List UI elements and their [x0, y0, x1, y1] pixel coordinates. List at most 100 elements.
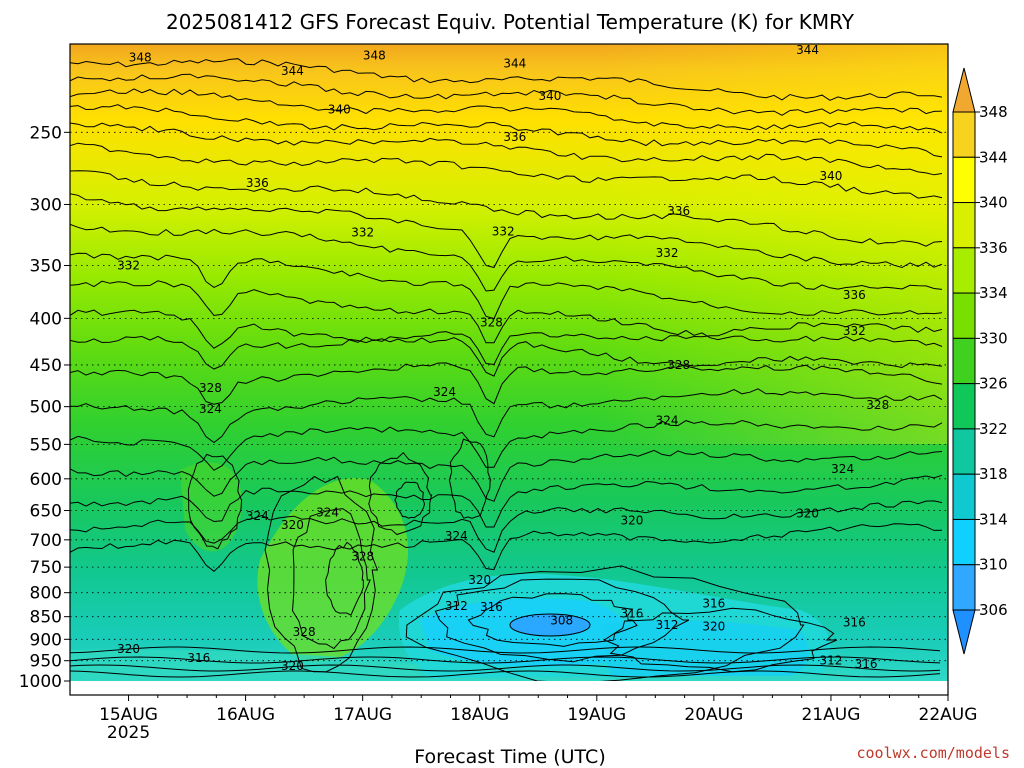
- contour-label-328: 328: [199, 381, 222, 395]
- surface-contour: [70, 670, 941, 678]
- y-tick-label-600: 600: [30, 470, 62, 490]
- contour-label-320: 320: [702, 619, 725, 633]
- contour-label-332: 332: [656, 246, 679, 260]
- surface-contour: [70, 664, 941, 672]
- contour-label-312: 312: [656, 618, 679, 632]
- contour-label-text: 320: [620, 514, 643, 528]
- contour-label-text: 324: [433, 385, 456, 399]
- contour-loop: [291, 508, 371, 650]
- contour-label-340: 340: [539, 89, 562, 103]
- contour-label-312: 312: [445, 599, 468, 613]
- contour-label-332: 332: [492, 224, 515, 238]
- contour-loop: [405, 565, 805, 681]
- pressure-gridlines: [70, 131, 948, 662]
- contour-label-text: 312: [819, 654, 842, 668]
- contour-line: [70, 449, 943, 502]
- colorbar-label-348: 348: [979, 103, 1008, 121]
- contour-line: [70, 500, 943, 553]
- contour-label-text: 340: [819, 169, 842, 183]
- y-tick-label-1000: 1000: [19, 672, 62, 692]
- contour-label-text: 320: [468, 573, 491, 587]
- contour-label-324: 324: [656, 414, 679, 428]
- contour-label-text: 328: [667, 358, 690, 372]
- contour-label-text: 344: [281, 64, 304, 78]
- contour-label-340: 340: [328, 103, 351, 117]
- colorbar-label-322: 322: [979, 420, 1008, 438]
- colorbar-segment: [952, 247, 976, 294]
- y-tick-label-700: 700: [30, 531, 62, 551]
- contour-line: [70, 193, 943, 269]
- contour-label-344: 344: [503, 56, 526, 70]
- x-axis: 15AUG 16AUG 17AUG 18AUG 19AUG 20AUG 21AUG 22AUG…: [99, 695, 977, 743]
- contour-loop: [467, 593, 638, 647]
- x-year-label: 2025: [107, 723, 150, 743]
- contour-line: [70, 104, 943, 158]
- terrain-band: [70, 681, 948, 695]
- y-tick-label-950: 950: [30, 652, 62, 672]
- contour-label-328: 328: [480, 315, 503, 329]
- contour-label-332: 332: [351, 225, 374, 239]
- chart-title: 2025081412 GFS Forecast Equiv. Potential…: [166, 10, 855, 34]
- contour-line: [70, 58, 943, 101]
- contour-label-text: 312: [445, 599, 468, 613]
- contour-line: [70, 419, 943, 471]
- colorbar-label-340: 340: [979, 194, 1008, 212]
- y-tick-label-350: 350: [30, 256, 62, 276]
- contour-label-316: 316: [702, 596, 725, 610]
- colorbar-segment: [952, 564, 976, 611]
- surface-contour: [70, 646, 941, 654]
- contour-label-text: 332: [351, 225, 374, 239]
- contour-label-text: 316: [620, 606, 643, 620]
- plot-area: 348 348 344 344 344 340 340 340 336 336 336 336 332 3…: [70, 43, 948, 695]
- contour-label-344: 344: [796, 43, 819, 57]
- x-tick-label-20aug: 20AUG: [684, 705, 743, 725]
- colorbar-label-334: 334: [979, 284, 1008, 302]
- contour-label-text: 348: [363, 49, 386, 63]
- contour-loop: [448, 438, 492, 519]
- contour-line: [70, 309, 943, 385]
- contour-label-text: 344: [796, 43, 819, 57]
- contour-loop: [325, 541, 364, 616]
- y-axis: 2503003504004505005506006507007508008509…: [19, 123, 70, 692]
- contour-line: [70, 252, 943, 320]
- colorbar-label-310: 310: [979, 556, 1008, 574]
- contour-label-316: 316: [843, 616, 866, 630]
- y-tick-label-250: 250: [30, 123, 62, 143]
- contour-label-340: 340: [819, 169, 842, 183]
- contour-label-text: 320: [796, 507, 819, 521]
- colorbar-label-330: 330: [979, 329, 1008, 347]
- contour-label-344: 344: [281, 64, 304, 78]
- contour-line: [70, 322, 943, 370]
- contour-label-text: 344: [503, 56, 526, 70]
- contour-label-text: 332: [843, 324, 866, 338]
- contour-loop: [368, 451, 433, 536]
- contour-lines: [70, 58, 943, 681]
- colorbar-segment: [952, 428, 976, 475]
- x-tick-label-15aug: 15AUG: [99, 705, 158, 725]
- colorbar-segment: [952, 202, 976, 249]
- contour-label-336: 336: [246, 176, 269, 190]
- contour-line: [70, 474, 943, 528]
- colorbar-label-318: 318: [979, 465, 1008, 483]
- contour-label-text: 332: [656, 246, 679, 260]
- contour-label-324: 324: [831, 462, 854, 476]
- contour-line: [70, 223, 943, 292]
- contour-label-text: 308: [550, 613, 573, 627]
- contour-label-text: 328: [199, 381, 222, 395]
- contour-label-324: 324: [316, 505, 339, 519]
- colorbar-segment: [952, 473, 976, 520]
- contour-line: [70, 88, 943, 134]
- contour-label-320: 320: [281, 518, 304, 532]
- contour-label-text: 324: [445, 529, 468, 543]
- contour-label-348: 348: [363, 49, 386, 63]
- contour-label-336: 336: [503, 130, 526, 144]
- contour-label-text: 316: [855, 657, 878, 671]
- colorbar-segment: [952, 337, 976, 385]
- contour-label-320: 320: [281, 659, 304, 673]
- contour-label-328: 328: [351, 549, 374, 563]
- colorbar: 348 344 340 336 334 330 326 322 318 314 310 306: [952, 67, 1008, 655]
- contour-line: [70, 388, 943, 444]
- x-tick-label-22aug: 22AUG: [919, 705, 978, 725]
- y-tick-label-550: 550: [30, 435, 62, 455]
